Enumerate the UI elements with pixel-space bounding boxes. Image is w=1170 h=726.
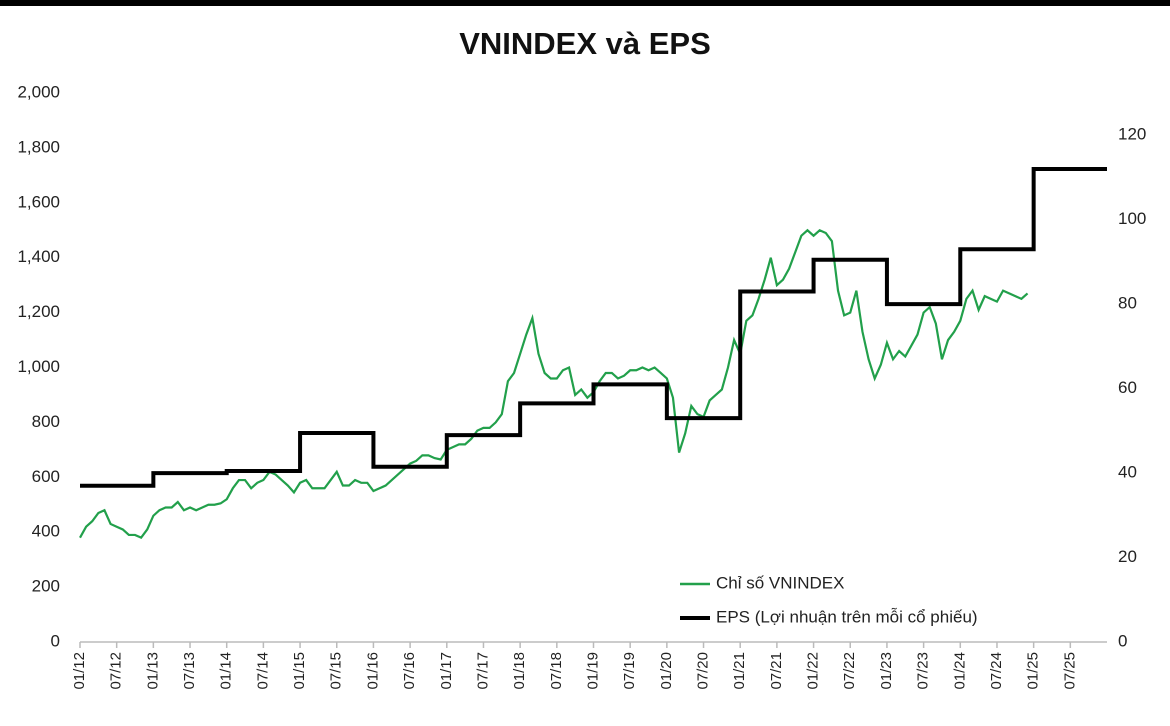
x-tick-label: 01/17 [438,652,455,690]
y2-tick-label: 20 [1118,547,1137,566]
x-tick-label: 01/16 [364,652,381,690]
x-tick-label: 07/22 [841,652,858,690]
y2-tick-label: 40 [1118,463,1137,482]
y-tick-label: 200 [32,577,60,596]
y-tick-label: 1,800 [17,137,60,156]
y2-tick-label: 120 [1118,125,1146,144]
x-tick-label: 07/17 [474,652,491,690]
y-tick-label: 1,200 [17,302,60,321]
y-tick-label: 1,600 [17,192,60,211]
x-tick-label: 07/25 [1061,652,1078,690]
x-tick-label: 07/20 [695,652,712,690]
y-tick-label: 800 [32,412,60,431]
x-tick-label: 01/12 [71,652,88,690]
x-tick-label: 01/15 [291,652,308,690]
y-tick-label: 2,000 [17,82,60,101]
x-tick-label: 01/13 [144,652,161,690]
x-tick-label: 01/14 [218,652,235,690]
x-tick-label: 07/23 [915,652,932,690]
x-tick-label: 01/24 [951,652,968,690]
legend-label: EPS (Lợi nhuận trên mỗi cổ phiếu) [716,607,978,626]
x-tick-label: 07/19 [621,652,638,690]
top-border [0,0,1170,6]
y2-tick-label: 100 [1118,209,1146,228]
x-tick-label: 01/20 [658,652,675,690]
x-tick-label: 01/19 [584,652,601,690]
x-tick-label: 07/18 [548,652,565,690]
y-tick-label: 1,000 [17,357,60,376]
x-tick-label: 01/23 [878,652,895,690]
series-line [80,167,1107,488]
x-tick-label: 07/16 [401,652,418,690]
y-tick-label: 1,400 [17,247,60,266]
x-tick-label: 01/21 [731,652,748,690]
x-tick-label: 07/14 [254,652,271,690]
y2-tick-label: 0 [1118,631,1127,650]
x-tick-label: 01/18 [511,652,528,690]
x-tick-label: 01/22 [805,652,822,690]
y-tick-label: 600 [32,467,60,486]
x-tick-label: 07/15 [328,652,345,690]
y2-tick-label: 60 [1118,378,1137,397]
x-tick-label: 07/21 [768,652,785,690]
y-tick-label: 0 [51,631,60,650]
series-line [79,228,1029,540]
y-tick-label: 400 [32,522,60,541]
x-tick-label: 01/25 [1025,652,1042,690]
chart-title: VNINDEX và EPS [459,26,711,61]
legend-label: Chỉ số VNINDEX [716,573,844,592]
y2-tick-label: 80 [1118,294,1137,313]
x-tick-label: 07/24 [988,652,1005,690]
x-tick-label: 07/13 [181,652,198,690]
x-tick-label: 07/12 [108,652,125,690]
